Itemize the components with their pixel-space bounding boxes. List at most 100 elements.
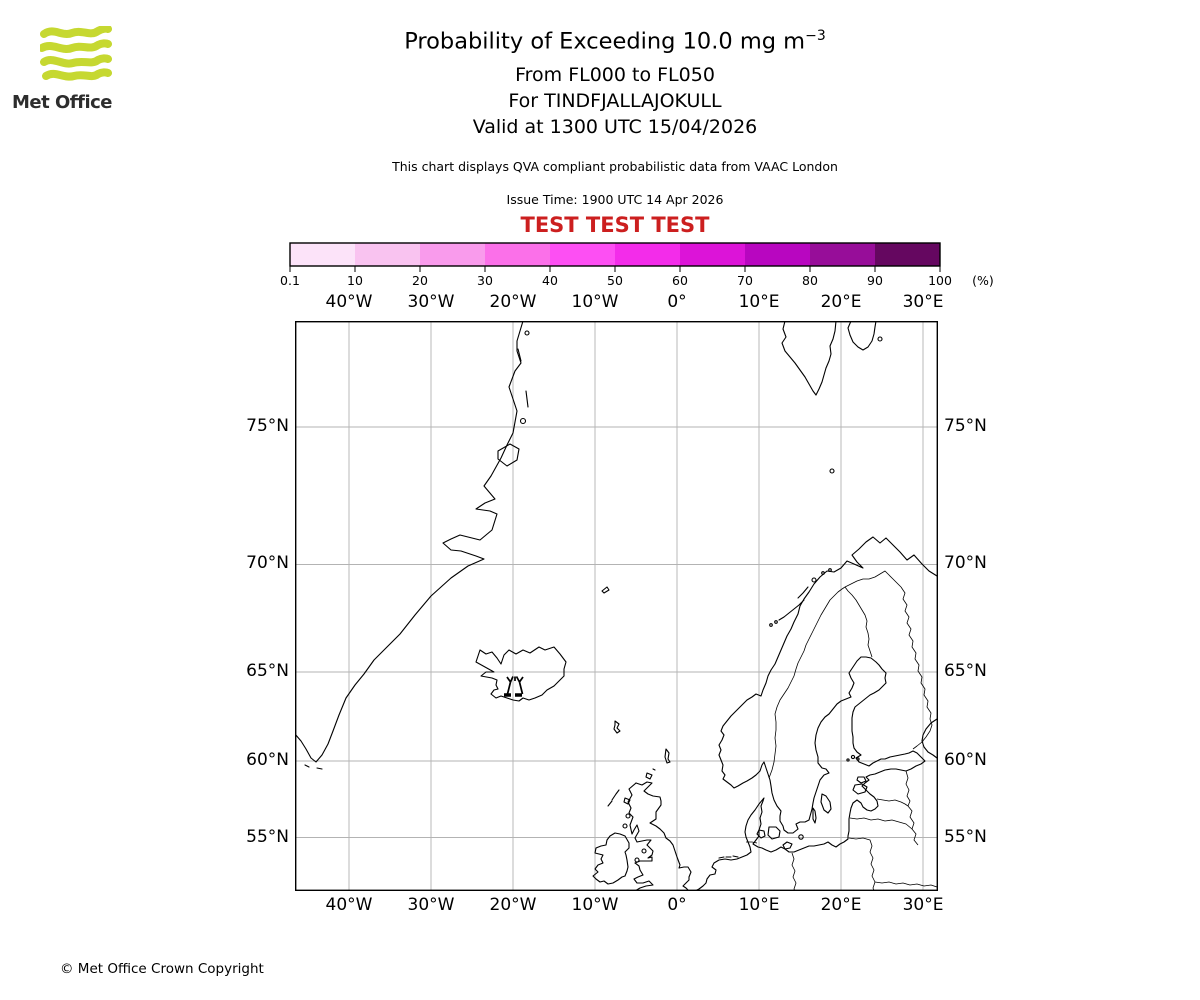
- coastline-greenland-islets: [304, 348, 529, 770]
- lat-label-left: 55°N: [246, 827, 289, 847]
- hiiumaa-island: [856, 776, 867, 784]
- lat-label-left: 60°N: [246, 750, 289, 770]
- map-plot-area: [295, 321, 938, 891]
- subtitle-flight-levels: From FL000 to FL050: [515, 64, 715, 86]
- isle-of-man: [641, 848, 647, 854]
- tromso-islet: [828, 568, 832, 572]
- colorbar-tick-label: 90: [867, 273, 883, 288]
- colorbar-tick-label: 40: [542, 273, 558, 288]
- lon-label-top: 20°E: [820, 292, 862, 312]
- colorbar-segments: [290, 243, 940, 266]
- test-banner: TEST TEST TEST: [520, 213, 710, 237]
- volcano-eruption-rays: [506, 676, 524, 683]
- lon-label-top: 10°E: [738, 292, 780, 312]
- lofoten-islet: [769, 623, 773, 627]
- colorbar-ticks: [289, 266, 941, 272]
- border-denmark-germany: [746, 841, 758, 844]
- isle-of-mull: [625, 813, 631, 819]
- colorbar-tick-label: 10: [347, 273, 363, 288]
- bear-island: [829, 468, 835, 474]
- colorbar-unit-label: (%): [972, 273, 994, 288]
- zealand-island: [767, 826, 781, 840]
- border-sweden-finland: [844, 586, 873, 658]
- lon-label-bottom: 20°W: [489, 895, 537, 915]
- colorbar-tick-label: 50: [607, 273, 623, 288]
- lat-label-left: 65°N: [246, 661, 289, 681]
- coastline-iceland: [475, 646, 567, 702]
- border-norway-finland-russia: [844, 570, 902, 588]
- lon-label-bottom: 40°W: [325, 895, 373, 915]
- volcano-sides: [506, 681, 524, 695]
- tromso-islet: [821, 571, 825, 575]
- colorbar-segment: [745, 243, 810, 266]
- volcano-marker: [504, 676, 526, 697]
- title-superscript: −3: [805, 28, 826, 44]
- copyright-notice: © Met Office Crown Copyright: [60, 961, 264, 977]
- lon-label-bottom: 30°W: [407, 895, 455, 915]
- svalbard-islet: [877, 336, 883, 342]
- coastline-svalbard-east: [847, 321, 877, 351]
- qva-note: This chart displays QVA compliant probab…: [392, 159, 838, 174]
- coastline-greenland-peninsula: [497, 443, 520, 467]
- coastline-svalbard-west: [781, 321, 837, 396]
- shetland-islands: [664, 748, 671, 764]
- logo-wave: [40, 26, 112, 38]
- aland-islet: [846, 758, 850, 762]
- border-latvia-lithuania: [849, 817, 913, 830]
- colorbar-tick-label: 100: [928, 273, 952, 288]
- isle-of-islay: [622, 823, 628, 829]
- coastline-britain-west: [627, 782, 654, 891]
- subtitle-valid-time: Valid at 1300 UTC 15/04/2026: [472, 116, 758, 138]
- lofoten-islands: [778, 586, 809, 621]
- coastline-greenland: [295, 321, 524, 763]
- colorbar-tick-label: 80: [802, 273, 818, 288]
- colorbar-segment: [290, 243, 355, 266]
- lake-ladoga-shore: [921, 718, 938, 759]
- logo-wave: [40, 54, 112, 68]
- gotland-island: [820, 793, 832, 814]
- colorbar-segment: [875, 243, 940, 266]
- lon-label-bottom: 10°W: [571, 895, 619, 915]
- funen-island: [756, 829, 766, 839]
- colorbar-tick-label: 60: [672, 273, 688, 288]
- coastline-britain-east: [635, 781, 692, 891]
- page-title: Probability of Exceeding 10.0 mg m−3: [120, 28, 1110, 55]
- orkney-islands: [645, 768, 656, 780]
- saaremaa-island: [852, 783, 868, 795]
- border-poland-germany: [791, 852, 797, 891]
- jan-mayen-island: [601, 586, 610, 594]
- lat-label-right: 55°N: [944, 827, 987, 847]
- lon-label-bottom: 20°E: [820, 895, 862, 915]
- oland-island: [812, 807, 817, 824]
- lon-label-top: 10°W: [571, 292, 619, 312]
- lat-label-right: 70°N: [944, 553, 987, 573]
- lon-label-bottom: 10°E: [738, 895, 780, 915]
- border-lithuania-poland: [848, 837, 876, 891]
- colorbar-tick-label: 0.1: [280, 273, 300, 288]
- aland-islet: [850, 754, 856, 760]
- colorbar-tick-label: 20: [412, 273, 428, 288]
- lon-label-top: 30°W: [407, 292, 455, 312]
- lon-label-top: 30°E: [902, 292, 944, 312]
- colorbar-tick-label: 30: [477, 273, 493, 288]
- logo-wordmark: Met Office: [12, 92, 113, 113]
- border-latvia-russia: [907, 805, 919, 846]
- lon-label-top: 40°W: [325, 292, 373, 312]
- lon-label-bottom: 0°: [667, 895, 687, 915]
- faroe-islands: [613, 720, 621, 734]
- lat-label-right: 65°N: [944, 661, 987, 681]
- aland-islet: [856, 757, 860, 761]
- map-frame: [295, 321, 938, 891]
- colorbar-segment: [420, 243, 485, 266]
- colorbar-tick-label: 70: [737, 273, 753, 288]
- title-main: Probability of Exceeding 10.0 mg m: [404, 28, 806, 55]
- colorbar-segment: [615, 243, 680, 266]
- lat-label-right: 60°N: [944, 750, 987, 770]
- colorbar-segment: [680, 243, 745, 266]
- national-borders: [746, 570, 938, 891]
- probability-colorbar: 0.1 10 20 30 40 50 60 70 80 90 100 (%): [280, 242, 994, 288]
- subtitle-volcano: For TINDFJALLAJOKULL: [508, 90, 722, 112]
- lon-label-bottom: 30°E: [902, 895, 944, 915]
- graticule: [295, 321, 938, 891]
- colorbar-tick-labels: 0.1 10 20 30 40 50 60 70 80 90 100 (%): [280, 273, 994, 288]
